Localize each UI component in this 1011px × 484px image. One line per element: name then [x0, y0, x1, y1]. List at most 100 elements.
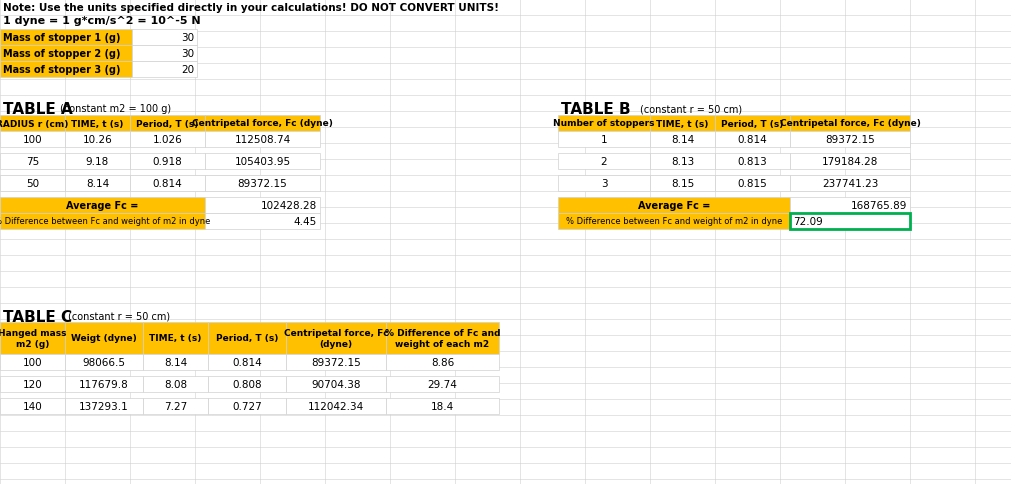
Bar	[790, 213, 910, 229]
Text: Period, T (s): Period, T (s)	[136, 119, 199, 128]
Text: 89372.15: 89372.15	[311, 357, 361, 367]
Text: (constant r = 50 cm): (constant r = 50 cm)	[68, 311, 170, 321]
Bar	[386, 398, 499, 414]
Text: 100: 100	[22, 135, 42, 145]
Text: 0.918: 0.918	[153, 157, 182, 166]
Text: 8.14: 8.14	[164, 357, 187, 367]
Bar	[386, 376, 499, 392]
Bar	[790, 197, 910, 213]
Bar	[132, 46, 197, 62]
Text: Average Fc =: Average Fc =	[638, 200, 710, 211]
Bar	[0, 116, 65, 132]
Text: 112042.34: 112042.34	[308, 401, 364, 411]
Bar	[558, 132, 650, 148]
Bar	[650, 132, 715, 148]
Text: % Difference between Fc and weight of m2 in dyne: % Difference between Fc and weight of m2…	[0, 217, 210, 226]
Bar	[286, 376, 386, 392]
Bar	[286, 398, 386, 414]
Text: 90704.38: 90704.38	[311, 379, 361, 389]
Bar	[65, 176, 130, 192]
Bar	[130, 132, 205, 148]
Bar	[65, 376, 143, 392]
Text: 75: 75	[26, 157, 39, 166]
Text: 0.814: 0.814	[233, 357, 262, 367]
Bar	[143, 376, 208, 392]
Bar	[558, 116, 650, 132]
Text: 20: 20	[181, 65, 194, 75]
Text: 179184.28: 179184.28	[822, 157, 879, 166]
Bar	[0, 46, 132, 62]
Bar	[0, 132, 65, 148]
Text: % Difference of Fc and
weight of each m2: % Difference of Fc and weight of each m2	[385, 329, 500, 348]
Bar	[715, 154, 790, 170]
Bar	[205, 197, 320, 213]
Text: 1: 1	[601, 135, 608, 145]
Bar	[715, 132, 790, 148]
Text: RADIUS r (cm): RADIUS r (cm)	[0, 119, 69, 128]
Bar	[65, 354, 143, 370]
Text: 1.026: 1.026	[153, 135, 182, 145]
Bar	[0, 354, 65, 370]
Text: 3: 3	[601, 179, 608, 189]
Text: 89372.15: 89372.15	[825, 135, 875, 145]
Text: TIME, t (s): TIME, t (s)	[150, 334, 201, 343]
Bar	[130, 116, 205, 132]
Text: 117679.8: 117679.8	[79, 379, 128, 389]
Text: 8.86: 8.86	[431, 357, 454, 367]
Bar	[208, 398, 286, 414]
Text: 9.18: 9.18	[86, 157, 109, 166]
Text: 0.813: 0.813	[738, 157, 767, 166]
Text: Hanged mass
m2 (g): Hanged mass m2 (g)	[0, 329, 67, 348]
Text: Period, T (s): Period, T (s)	[721, 119, 784, 128]
Bar	[132, 30, 197, 46]
Bar	[143, 398, 208, 414]
Text: TABLE A: TABLE A	[3, 102, 73, 117]
Bar	[790, 154, 910, 170]
Bar	[0, 322, 65, 354]
Text: 18.4: 18.4	[431, 401, 454, 411]
Text: 72.09: 72.09	[793, 216, 823, 227]
Bar	[0, 398, 65, 414]
Bar	[558, 197, 790, 213]
Bar	[790, 132, 910, 148]
Bar	[143, 354, 208, 370]
Bar	[208, 322, 286, 354]
Bar	[208, 354, 286, 370]
Text: (constant m2 = 100 g): (constant m2 = 100 g)	[60, 104, 171, 114]
Text: 137293.1: 137293.1	[79, 401, 128, 411]
Bar	[286, 354, 386, 370]
Text: 168765.89: 168765.89	[850, 200, 907, 211]
Bar	[386, 322, 499, 354]
Bar	[558, 154, 650, 170]
Bar	[0, 30, 132, 46]
Text: Centripetal force, Fc (dyne): Centripetal force, Fc (dyne)	[779, 119, 920, 128]
Bar	[0, 62, 132, 78]
Bar	[715, 176, 790, 192]
Text: TIME, t (s): TIME, t (s)	[656, 119, 709, 128]
Text: 30: 30	[181, 49, 194, 59]
Bar	[650, 154, 715, 170]
Text: 1 dyne = 1 g*cm/s^2 = 10^-5 N: 1 dyne = 1 g*cm/s^2 = 10^-5 N	[3, 16, 200, 26]
Bar	[65, 132, 130, 148]
Text: 0.808: 0.808	[233, 379, 262, 389]
Bar	[286, 322, 386, 354]
Bar	[558, 213, 790, 229]
Bar	[143, 322, 208, 354]
Bar	[650, 116, 715, 132]
Text: 98066.5: 98066.5	[83, 357, 125, 367]
Bar	[130, 176, 205, 192]
Bar	[0, 376, 65, 392]
Bar	[65, 154, 130, 170]
Text: TABLE C: TABLE C	[3, 309, 72, 324]
Bar	[65, 398, 143, 414]
Text: 237741.23: 237741.23	[822, 179, 879, 189]
Text: Mass of stopper 1 (g): Mass of stopper 1 (g)	[3, 33, 120, 43]
Text: % Difference between Fc and weight of m2 in dyne: % Difference between Fc and weight of m2…	[566, 217, 783, 226]
Text: 7.27: 7.27	[164, 401, 187, 411]
Bar	[205, 154, 320, 170]
Text: 0.727: 0.727	[233, 401, 262, 411]
Bar	[65, 116, 130, 132]
Bar	[790, 213, 910, 229]
Bar	[205, 176, 320, 192]
Text: Note: Use the units specified directly in your calculations! DO NOT CONVERT UNIT: Note: Use the units specified directly i…	[3, 3, 499, 13]
